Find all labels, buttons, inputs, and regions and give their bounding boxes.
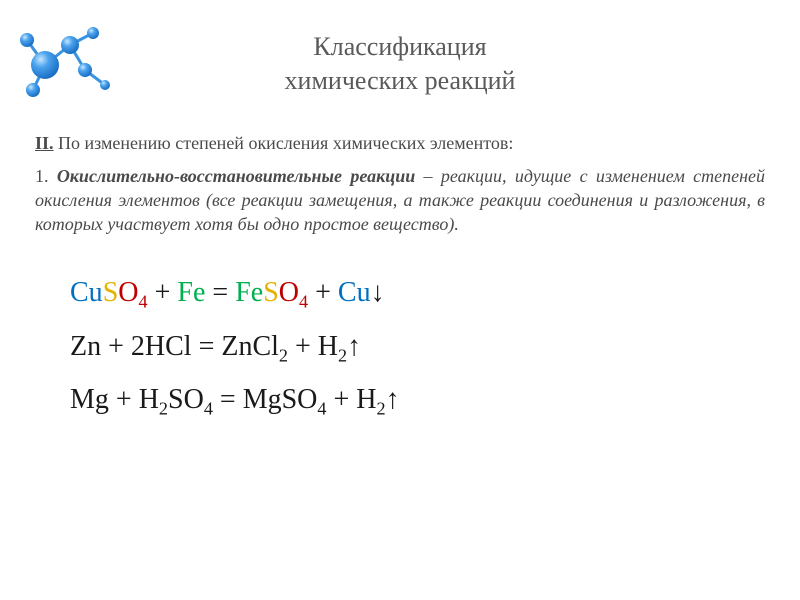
equation-part: 4: [204, 398, 213, 418]
definition-paragraph: 1. Окислительно-восстановительные реакци…: [35, 164, 765, 237]
title-line2: химических реакций: [285, 66, 516, 95]
equation-part: + H: [288, 331, 338, 362]
content-area: II. По изменению степеней окисления хими…: [0, 123, 800, 426]
equation-part: ↓: [371, 277, 385, 308]
equation-part: 4: [299, 292, 308, 312]
section-roman: II.: [35, 133, 54, 153]
definition-term: Окислительно-восстановительные реакции: [57, 166, 415, 186]
equation-part: Fe: [177, 277, 205, 308]
molecule-icon: [15, 15, 115, 105]
equation-part: O: [279, 277, 299, 308]
equation-part: +: [308, 277, 338, 308]
equations-block: CuSO4 + Fe = FeSO4 + Cu↓ Zn + 2HCl = ZnC…: [35, 266, 765, 426]
equation-part: 2: [377, 398, 386, 418]
title-line1: Классификация: [313, 32, 486, 61]
equation-part: O: [118, 277, 138, 308]
equation-part: +: [148, 277, 178, 308]
slide-title: Классификация химических реакций: [0, 0, 800, 123]
equation-part: 2: [159, 398, 168, 418]
equation-part: ↑: [386, 384, 400, 415]
equation-part: 4: [139, 292, 148, 312]
equation-part: + H: [326, 384, 376, 415]
equation-part: Cu: [338, 277, 371, 308]
definition-number: 1.: [35, 166, 57, 186]
equation-part: ↑: [347, 331, 361, 362]
equation-part: Cu: [70, 277, 103, 308]
equation-part: S: [103, 277, 119, 308]
equation-part: =: [205, 277, 235, 308]
equation-1: CuSO4 + Fe = FeSO4 + Cu↓: [70, 266, 765, 319]
section-text: По изменению степеней окисления химическ…: [54, 133, 514, 153]
equation-part: SO: [168, 384, 204, 415]
equation-3: Mg + H2SO4 = MgSO4 + H2↑: [70, 373, 765, 426]
equation-part: Zn + 2HCl = ZnCl: [70, 331, 279, 362]
equation-part: Fe: [235, 277, 263, 308]
equation-part: Mg + H: [70, 384, 159, 415]
equation-part: = MgSO: [213, 384, 317, 415]
equation-part: 2: [338, 345, 347, 365]
equation-part: S: [263, 277, 279, 308]
equation-part: 2: [279, 345, 288, 365]
equation-2: Zn + 2HCl = ZnCl2 + H2↑: [70, 320, 765, 373]
section-header: II. По изменению степеней окисления хими…: [35, 133, 765, 154]
